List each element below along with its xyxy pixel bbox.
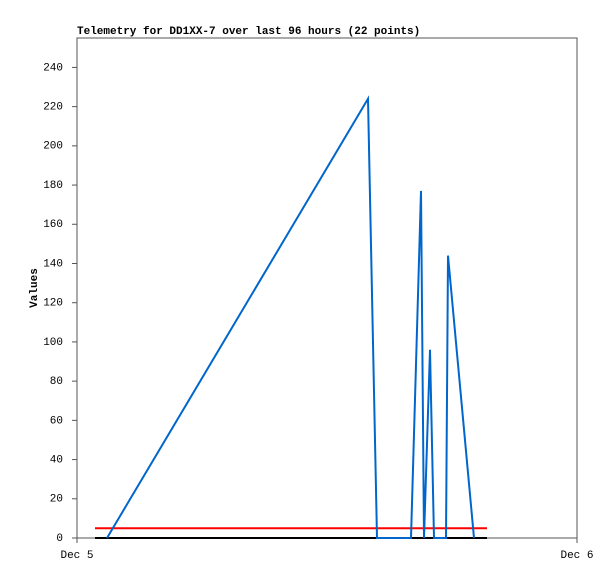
- line: [106, 95, 475, 539]
- y-tick-label: 80: [50, 376, 63, 388]
- y-tick-label: 160: [43, 219, 63, 231]
- y-tick-label: 100: [43, 337, 63, 349]
- y-tick-label: 20: [50, 494, 63, 506]
- y-tick-label: 240: [43, 62, 63, 74]
- chart-title: Telemetry for DD1XX-7 over last 96 hours…: [77, 26, 420, 38]
- x-tick-label: Dec 5: [60, 550, 93, 562]
- y-tick-label: 200: [43, 141, 63, 153]
- y-tick-label: 180: [43, 180, 63, 192]
- y-tick-label: 60: [50, 415, 63, 427]
- y-tick-label: 140: [43, 258, 63, 270]
- y-tick-label: 0: [56, 533, 63, 545]
- y-axis-label: Values: [29, 268, 41, 308]
- y-tick-label: 120: [43, 298, 63, 310]
- y-tick-label: 40: [50, 454, 63, 466]
- x-tick-label: Dec 6: [560, 550, 593, 562]
- y-tick-label: 220: [43, 102, 63, 114]
